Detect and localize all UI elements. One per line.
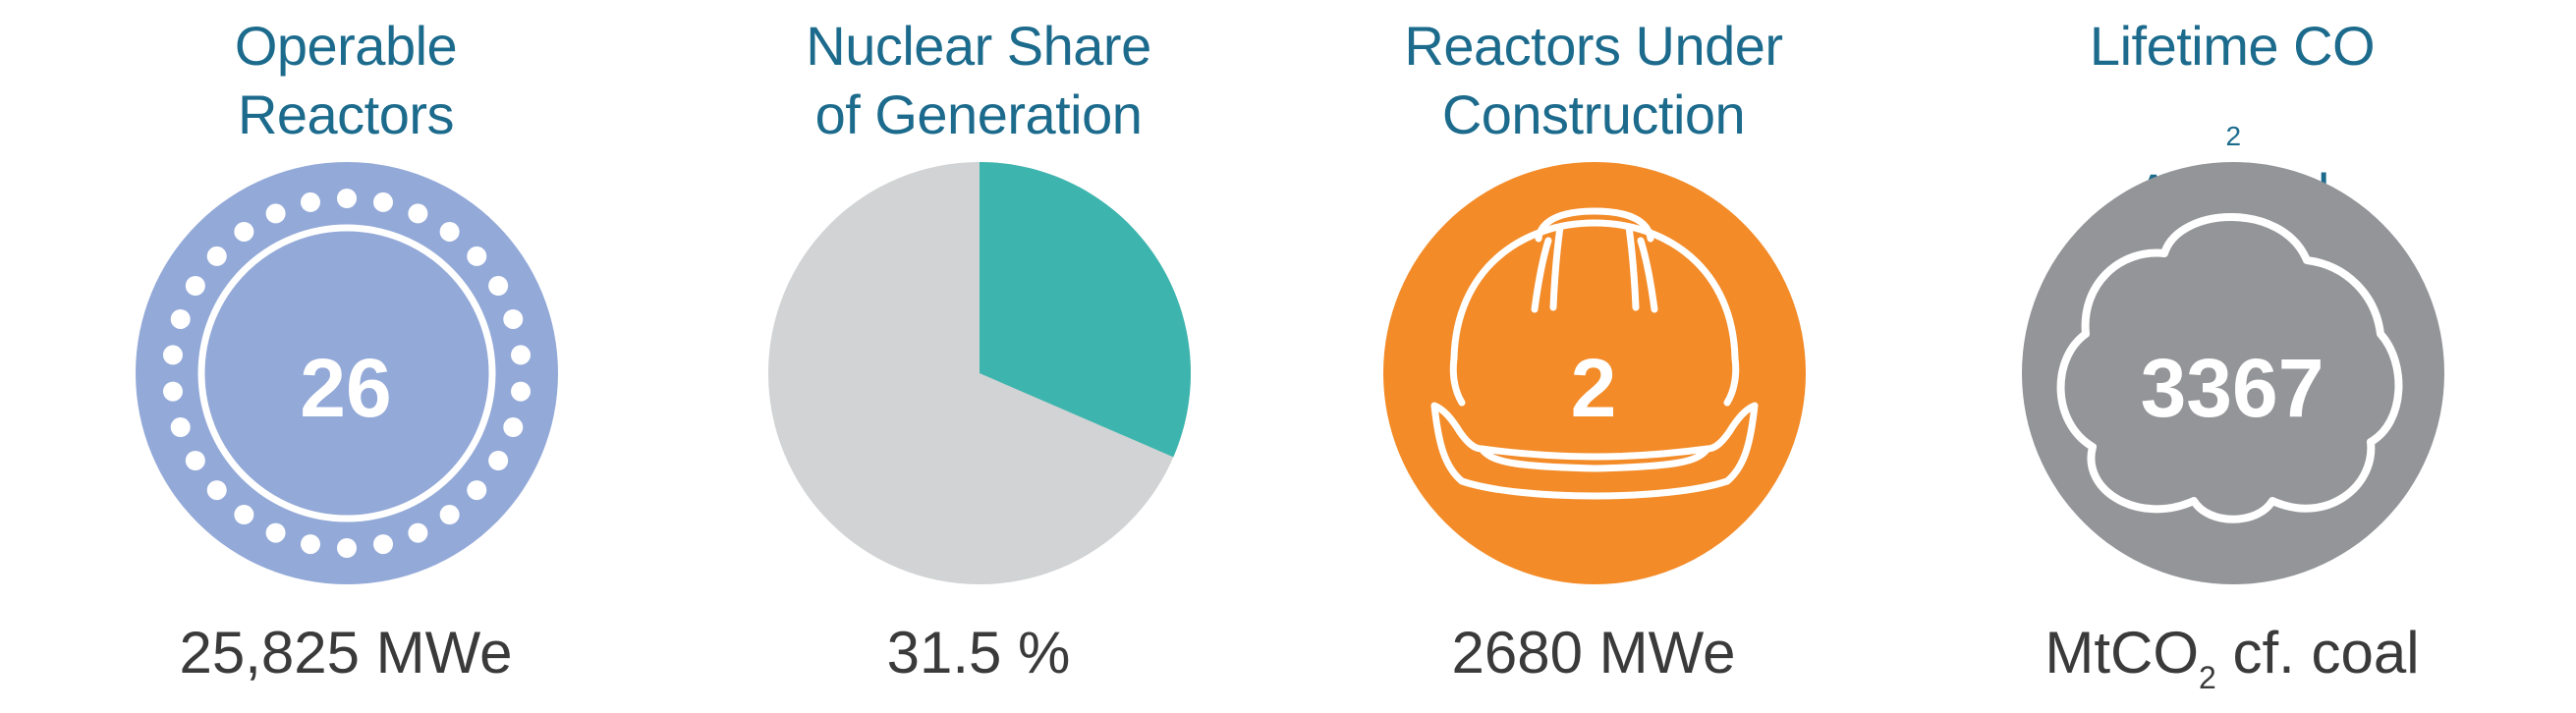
title-co2-subscript: 2 <box>2225 121 2241 151</box>
panel-co2-avoided: Lifetime CO2 Avoided 3367 MtCO2 cf. coal <box>1937 0 2527 713</box>
reactor-dot <box>337 538 357 558</box>
title-line-2: Construction <box>1441 83 1746 145</box>
reactor-dot <box>265 522 286 543</box>
reactor-dot <box>373 192 394 212</box>
pie-chart <box>768 162 1191 584</box>
panel-title: Reactors Under Construction <box>1299 12 1888 149</box>
reactor-dot <box>234 221 254 242</box>
reactor-dot <box>206 480 227 501</box>
reactor-dot <box>162 381 183 402</box>
caption-rest: cf. coal <box>2215 620 2420 686</box>
reactor-dot <box>170 417 191 438</box>
title-line-2: Reactors <box>237 83 455 145</box>
reactor-core-icon <box>136 162 558 584</box>
caption-subscript: 2 <box>2199 660 2216 695</box>
panel-title: Operable Reactors <box>51 12 641 149</box>
reactor-dot <box>185 451 205 470</box>
reactor-dot <box>265 203 286 224</box>
panel-under-construction: Reactors Under Construction <box>1299 0 1888 713</box>
hard-hat-graphic <box>1383 162 1806 584</box>
reactor-dot <box>206 246 227 266</box>
reactor-dot <box>503 417 524 438</box>
title-line-1: Reactors Under <box>1404 15 1783 77</box>
panel-nuclear-share: Nuclear Share of Generation 31.5 % <box>684 0 1273 713</box>
reactor-dot <box>439 505 460 525</box>
reactor-dot <box>467 246 487 266</box>
reactor-dot <box>408 203 428 224</box>
construction-capacity: 2680 MWe <box>1451 620 1736 686</box>
reactor-capacity: 25,825 MWe <box>179 620 513 686</box>
reactor-dot <box>170 308 191 329</box>
title-co2-main: Lifetime CO <box>2089 15 2376 77</box>
reactor-dot <box>300 192 320 212</box>
caption-main: MtCO <box>2044 620 2200 686</box>
title-line-2: of Generation <box>814 83 1143 145</box>
title-line-1: Operable <box>234 15 458 77</box>
hard-hat-icon <box>1383 162 1806 584</box>
reactor-dot <box>337 189 357 208</box>
panel-operable-reactors: Operable Reactors 26 25,825 MWe <box>51 0 641 713</box>
reactor-dot <box>408 522 428 543</box>
reactor-dot <box>373 534 394 555</box>
reactor-dot <box>234 505 254 525</box>
cloud-graphic <box>2022 162 2444 584</box>
co2-unit-caption: MtCO2 cf. coal <box>1937 619 2527 696</box>
panel-title: Nuclear Share of Generation <box>684 12 1273 149</box>
co2-avoided-value: 3367 <box>2140 342 2324 434</box>
reactor-core-graphic <box>136 162 558 584</box>
pie-slice-nuclear <box>980 162 1191 458</box>
nuclear-share-value: 31.5 % <box>886 620 1071 686</box>
reactor-count: 26 <box>300 342 392 434</box>
reactor-dot <box>467 480 487 501</box>
reactor-dot <box>185 276 205 296</box>
title-line-1: Lifetime CO 2 <box>1937 12 2527 159</box>
reactor-dot <box>511 345 532 365</box>
reactor-dot <box>162 345 183 365</box>
cloud-icon <box>2022 162 2444 584</box>
reactor-dot <box>511 381 532 402</box>
reactor-dot <box>300 534 320 555</box>
construction-count: 2 <box>1570 342 1617 434</box>
reactor-dot <box>488 451 509 470</box>
title-line-1: Nuclear Share <box>806 15 1151 77</box>
reactor-dot <box>488 276 509 296</box>
pie-chart-icon <box>768 162 1191 584</box>
reactor-dot <box>503 308 524 329</box>
reactor-dot <box>439 221 460 242</box>
